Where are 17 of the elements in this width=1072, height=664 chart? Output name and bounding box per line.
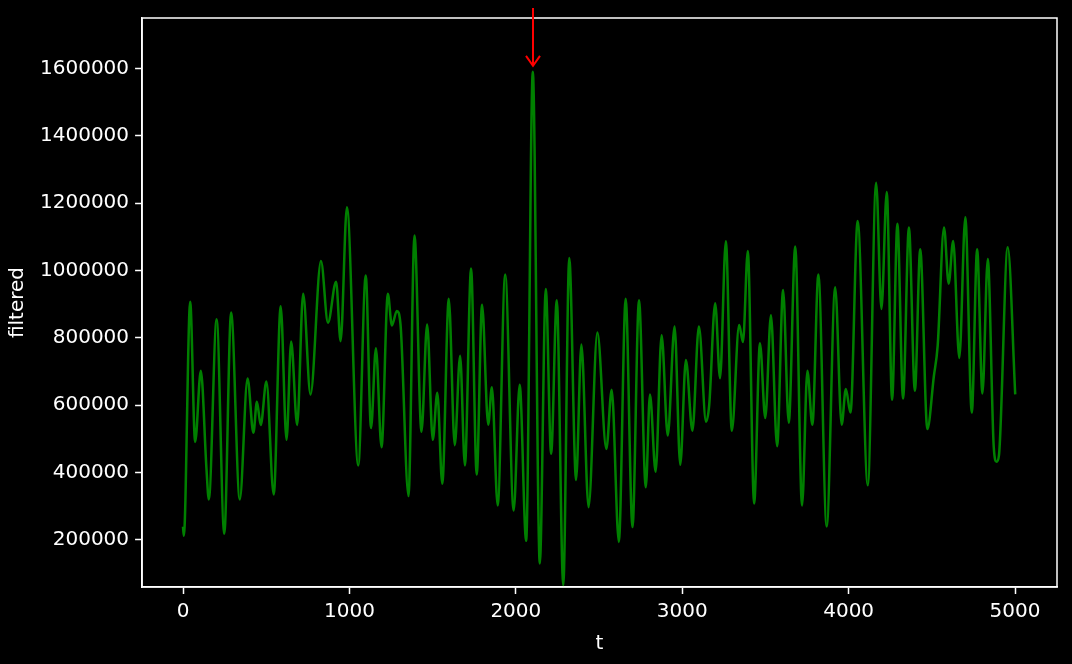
x-tick-label: 0	[176, 598, 190, 623]
y-tick-label: 1200000	[39, 189, 130, 214]
x-tick-label: 1000	[323, 598, 375, 623]
y-tick-label: 200000	[52, 526, 130, 551]
y-tick-label: 1600000	[39, 54, 130, 79]
y-tick-label: 1000000	[39, 256, 130, 281]
x-tick-label: 2000	[490, 598, 542, 623]
x-tick-label: 5000	[989, 598, 1041, 623]
x-axis-title: t	[595, 630, 604, 655]
y-axis-title: filtered	[4, 266, 29, 339]
x-tick-label: 3000	[656, 598, 708, 623]
y-tick-label: 1400000	[39, 122, 130, 147]
y-tick-label: 400000	[52, 458, 130, 483]
line-series	[181, 70, 1017, 587]
y-tick-label: 600000	[52, 391, 130, 416]
x-tick-label: 4000	[823, 598, 875, 623]
y-tick-label: 800000	[52, 324, 130, 349]
